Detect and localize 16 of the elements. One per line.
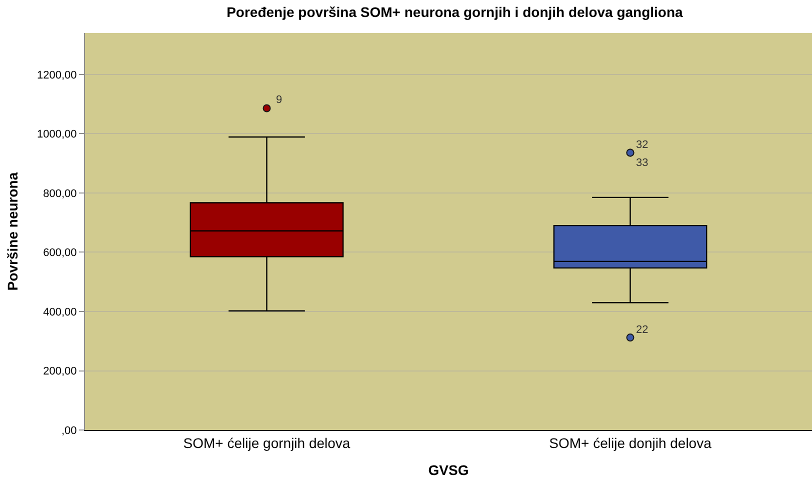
y-tick-label: 400,00: [43, 306, 77, 318]
annotation: 9: [276, 94, 282, 106]
y-tick-label: 200,00: [43, 366, 77, 378]
annotation: 32: [636, 139, 648, 151]
annotation: 22: [636, 324, 648, 336]
annotation: 33: [636, 157, 648, 169]
x-tick-label: SOM+ ćelije gornjih delova: [183, 434, 350, 451]
x-axis-title: GVSG: [428, 462, 469, 478]
y-tick-label: 600,00: [43, 247, 77, 260]
y-tick-label: 800,00: [43, 188, 77, 200]
y-tick-label: ,00: [62, 424, 77, 437]
y-tick-label: 1200,00: [37, 69, 77, 82]
y-axis-title: Površine neurona: [4, 172, 21, 291]
chart-title: Poređenje površina SOM+ neurona gornjih i donjih delova gangliona: [226, 4, 684, 20]
x-tick-label: SOM+ ćelije donjih delova: [549, 434, 712, 451]
y-tick-label: 1000,00: [37, 128, 77, 141]
